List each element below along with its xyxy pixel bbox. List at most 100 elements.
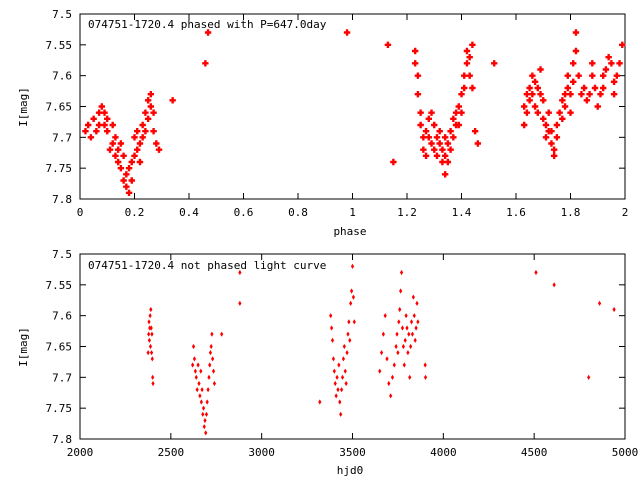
data-point [396,350,400,356]
data-point [403,337,407,343]
data-point [139,121,146,129]
data-point [414,72,422,79]
data-point [318,399,322,405]
data-point [534,84,541,92]
data-point [441,152,449,160]
data-point [347,319,351,325]
data-point [414,325,418,331]
data-point [400,325,405,331]
data-point [220,331,224,337]
data-point [147,319,151,325]
data-point [537,90,544,98]
data-point [346,331,350,337]
data-point [101,121,108,129]
y-tick-label: 7.75 [46,402,73,415]
data-point [339,411,343,417]
data-point [408,374,412,380]
y-tick-label: 7.6 [52,70,72,83]
data-point [591,84,599,92]
data-points [146,263,616,436]
data-point [349,300,353,306]
data-point [463,60,471,67]
data-point [422,152,430,160]
data-point [150,331,154,337]
data-point [531,78,539,86]
data-point [120,152,127,160]
y-tick-label: 7.5 [52,8,72,21]
x-axis-ticks: 2000 2500 3000 3500 4000 4500 5000 [67,254,639,459]
data-point [531,103,539,110]
data-point [570,60,577,67]
data-point [202,424,206,430]
data-point [389,393,393,399]
data-point [404,313,408,319]
data-point [341,356,346,362]
data-point [144,97,152,104]
data-point [381,331,385,337]
data-point [203,417,207,424]
data-point [112,152,119,160]
data-point [106,146,114,153]
data-point [342,343,346,350]
data-point [441,134,449,141]
data-point [540,97,547,104]
data-point [136,140,144,147]
data-point [134,127,141,135]
y-tick-label: 7.8 [52,193,72,206]
data-point [201,411,205,417]
y-axis-ticks: 7.5 7.55 7.6 7.65 7.7 7.75 7.8 [46,248,625,446]
data-point [104,127,111,135]
data-point [529,90,536,98]
data-point [441,171,449,178]
data-point [431,146,438,153]
x-tick-label: 4000 [430,446,457,459]
data-point [407,331,411,337]
data-point [422,127,430,135]
x-tick-label: 0 [77,206,84,219]
data-point [150,356,154,362]
data-point [142,127,149,135]
data-point [114,146,122,153]
data-point [610,78,618,86]
data-point [570,78,577,86]
data-point [523,109,531,116]
x-tick-label: 0.2 [125,206,145,219]
data-point [123,183,130,190]
data-point [204,411,209,417]
data-point [169,97,176,104]
data-point [520,121,528,129]
data-point [548,140,555,147]
data-point [550,146,558,153]
data-point [340,374,345,380]
x-tick-label: 1.8 [561,206,581,219]
data-point [332,368,336,374]
data-point [139,134,146,141]
data-point [397,319,401,325]
data-point [134,146,141,153]
x-tick-label: 2500 [158,446,185,459]
data-point [131,152,138,160]
data-point [455,121,462,129]
data-point [146,350,150,356]
x-tick-label: 5000 [612,446,639,459]
data-point [343,368,347,374]
data-point [155,146,163,153]
data-point [612,306,616,313]
data-point [329,313,333,319]
data-point [109,140,116,147]
data-point [142,109,149,116]
data-point [534,109,541,116]
data-point [384,41,392,49]
data-point [349,288,354,294]
data-point [423,374,428,380]
data-point [201,405,206,411]
data-point [191,343,196,350]
data-point [474,140,482,147]
data-point [613,72,621,79]
data-point [447,127,454,135]
y-axis-title: I[mag] [17,327,30,367]
data-point [608,60,615,67]
data-point [406,350,410,356]
data-point [450,134,457,141]
data-point [556,109,563,116]
